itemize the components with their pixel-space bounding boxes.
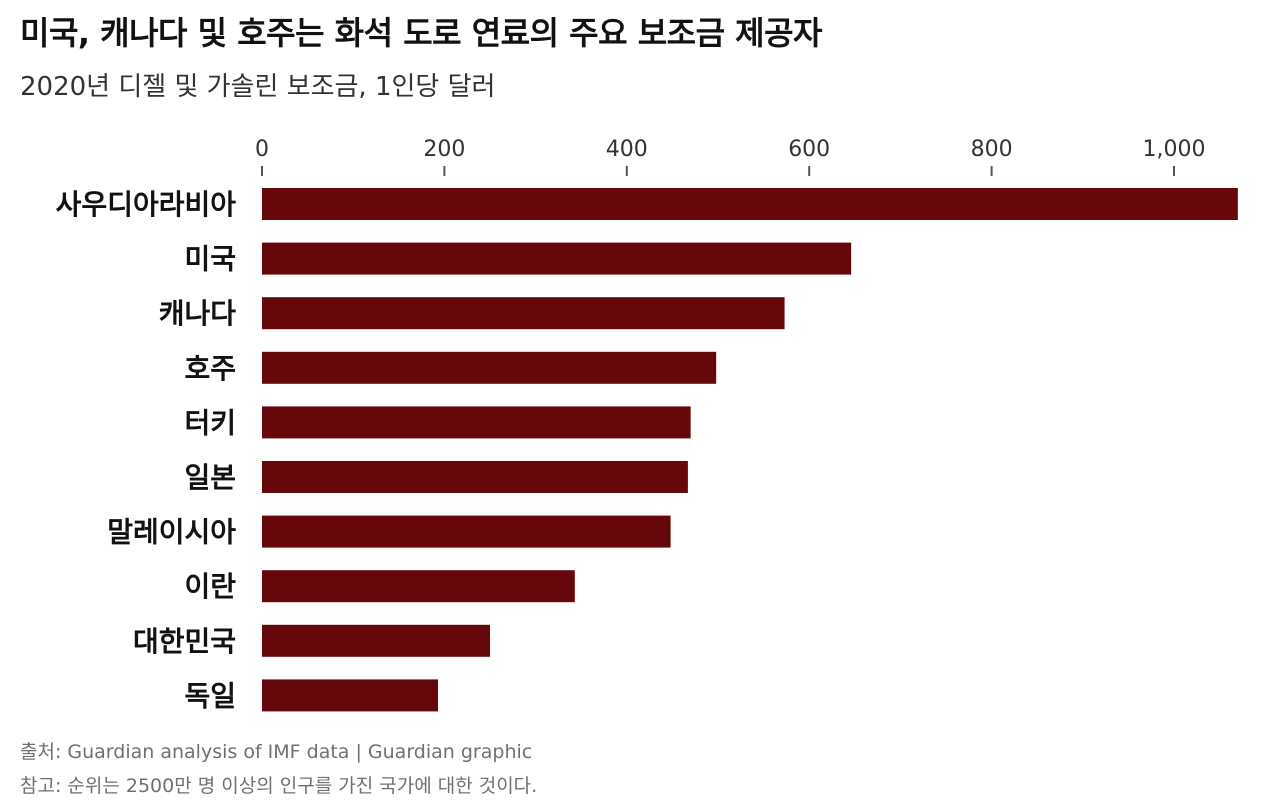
x-tick-label: 1,000	[1143, 137, 1206, 162]
x-tick-label: 0	[255, 137, 269, 162]
bar	[262, 188, 1238, 220]
bar	[262, 679, 439, 712]
category-label: 사우디아라비아	[56, 188, 237, 221]
x-tick-label: 600	[788, 137, 830, 162]
category-label: 대한민국	[133, 625, 236, 658]
bar	[262, 570, 575, 603]
category-label: 독일	[184, 679, 236, 712]
bar	[262, 406, 691, 439]
bar	[262, 515, 671, 548]
bar	[262, 624, 490, 657]
bar	[262, 351, 717, 384]
bar	[262, 461, 688, 493]
bar	[262, 242, 852, 275]
category-label: 이란	[184, 570, 236, 603]
x-tick-label: 800	[971, 137, 1013, 162]
category-label: 미국	[184, 243, 236, 276]
footnote: 참고: 순위는 2500만 명 이상의 인구를 가진 국가에 대한 것이다.	[20, 775, 538, 797]
chart-title: 미국, 캐나다 및 호주는 화석 도로 연료의 주요 보조금 제공자	[20, 14, 822, 52]
category-label: 터키	[184, 406, 236, 439]
x-tick-label: 400	[606, 137, 648, 162]
chart-subtitle: 2020년 디젤 및 가솔린 보조금, 1인당 달러	[20, 72, 496, 102]
source-note: 출처: Guardian analysis of IMF data | Guar…	[20, 741, 533, 763]
category-label: 캐나다	[159, 297, 237, 330]
category-label: 말레이시아	[107, 516, 236, 549]
x-tick-label: 200	[423, 137, 465, 162]
category-label: 호주	[184, 352, 236, 385]
category-label: 일본	[184, 461, 236, 494]
bar	[262, 297, 785, 330]
